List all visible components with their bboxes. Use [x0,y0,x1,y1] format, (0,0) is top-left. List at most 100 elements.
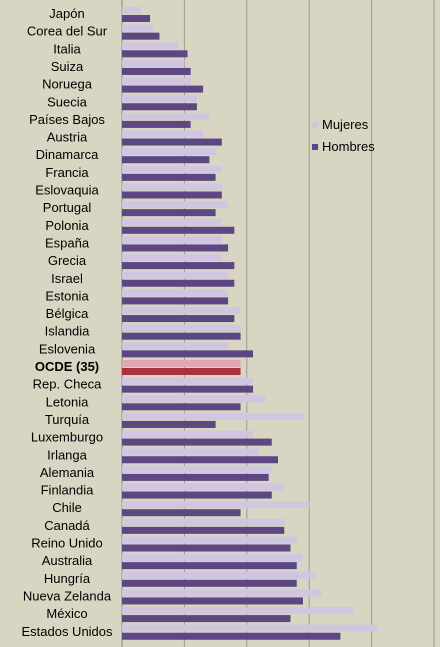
bar-hombres-30 [122,544,291,552]
bar-mujeres-12 [122,218,222,226]
bar-mujeres-17 [122,307,241,315]
bar-mujeres-4 [122,77,191,85]
category-label: Alemania [40,465,95,480]
bar-mujeres-15 [122,271,229,279]
bar-hombres-34 [122,615,291,623]
category-label: Eslovenia [39,341,96,356]
bar-mujeres-3 [122,59,185,67]
category-label: Chile [52,500,82,515]
bar-hombres-25 [122,456,278,464]
category-label: Finlandia [41,483,95,498]
legend-label: Hombres [322,139,375,154]
bar-mujeres-10 [122,183,222,191]
bar-mujeres-16 [122,289,229,297]
bar-hombres-0 [122,15,151,22]
category-label: Hungría [44,571,91,586]
bar-hombres-19 [122,350,254,358]
category-label: Israel [51,271,83,286]
category-label: Austria [47,130,88,145]
bar-mujeres-24 [122,430,254,438]
bar-hombres-4 [122,85,204,93]
category-label: Países Bajos [29,112,105,127]
legend-label: Mujeres [322,117,369,132]
bar-hombres-17 [122,315,235,323]
bar-hombres-29 [122,526,285,534]
category-label: Italia [53,41,81,56]
legend-swatch [312,122,318,128]
bar-mujeres-30 [122,536,297,544]
category-label: Polonia [45,218,89,233]
bar-hombres-18 [122,332,241,340]
bar-hombres-11 [122,209,216,217]
bar-mujeres-0 [122,7,141,14]
category-label: Canadá [44,518,90,533]
category-label: Islandia [45,324,91,339]
category-label: Dinamarca [36,147,100,162]
legend: Mujeres Hombres [312,117,375,154]
bar-hombres-3 [122,67,191,75]
bar-mujeres-11 [122,201,229,209]
category-label: Turquía [45,412,90,427]
category-label: Letonia [46,394,89,409]
legend-swatch [312,144,318,150]
bar-hombres-32 [122,579,297,587]
category-label: Grecia [48,253,87,268]
bar-mujeres-6 [122,112,210,120]
bar-hombres-8 [122,156,210,164]
bar-mujeres-32 [122,571,316,579]
category-label: Noruega [42,77,93,92]
bar-mujeres-29 [122,518,285,526]
bar-mujeres-18 [122,324,241,332]
bar-mujeres-21 [122,377,254,385]
bar-hombres-10 [122,191,222,199]
category-label: Australia [42,553,93,568]
category-label: Suiza [51,59,84,74]
bar-mujeres-2 [122,42,179,50]
bars [122,7,378,640]
bar-hombres-13 [122,244,229,252]
bar-hombres-35 [122,632,341,640]
category-label: Eslovaquia [35,183,99,198]
bar-mujeres-20 [122,360,241,367]
category-label: Nueva Zelanda [23,588,112,603]
category-label: Bélgica [46,306,89,321]
bar-hombres-23 [122,420,216,428]
bar-hombres-15 [122,279,235,287]
bar-mujeres-14 [122,254,222,262]
bar-hombres-33 [122,597,303,605]
category-label: Estonia [45,288,89,303]
bar-mujeres-34 [122,607,353,615]
bar-hombres-5 [122,103,197,111]
bar-hombres-20 [122,368,241,375]
bar-hombres-14 [122,262,235,270]
bar-hombres-21 [122,385,254,393]
bar-hombres-24 [122,438,272,446]
category-label: Corea del Sur [27,24,108,39]
bar-hombres-28 [122,509,241,517]
bar-mujeres-33 [122,589,322,597]
bar-mujeres-9 [122,165,222,173]
bar-hombres-31 [122,562,297,570]
bar-mujeres-13 [122,236,222,244]
bar-hombres-26 [122,473,269,481]
category-label: Suecia [47,94,88,109]
bar-mujeres-28 [122,501,310,509]
bar-mujeres-5 [122,95,197,103]
category-label: Reino Unido [31,536,103,551]
bar-hombres-1 [122,32,160,40]
bar-mujeres-26 [122,465,272,473]
bar-mujeres-8 [122,148,216,156]
category-label: Estados Unidos [21,624,113,639]
bar-hombres-22 [122,403,241,411]
bar-mujeres-25 [122,448,260,456]
bar-mujeres-31 [122,554,303,562]
category-label: España [45,235,90,250]
bar-hombres-12 [122,226,235,234]
category-label: Francia [45,165,89,180]
bar-mujeres-1 [122,24,154,32]
category-label: Japón [49,6,84,21]
bar-mujeres-27 [122,483,285,491]
bar-hombres-6 [122,120,191,128]
bar-mujeres-7 [122,130,204,138]
